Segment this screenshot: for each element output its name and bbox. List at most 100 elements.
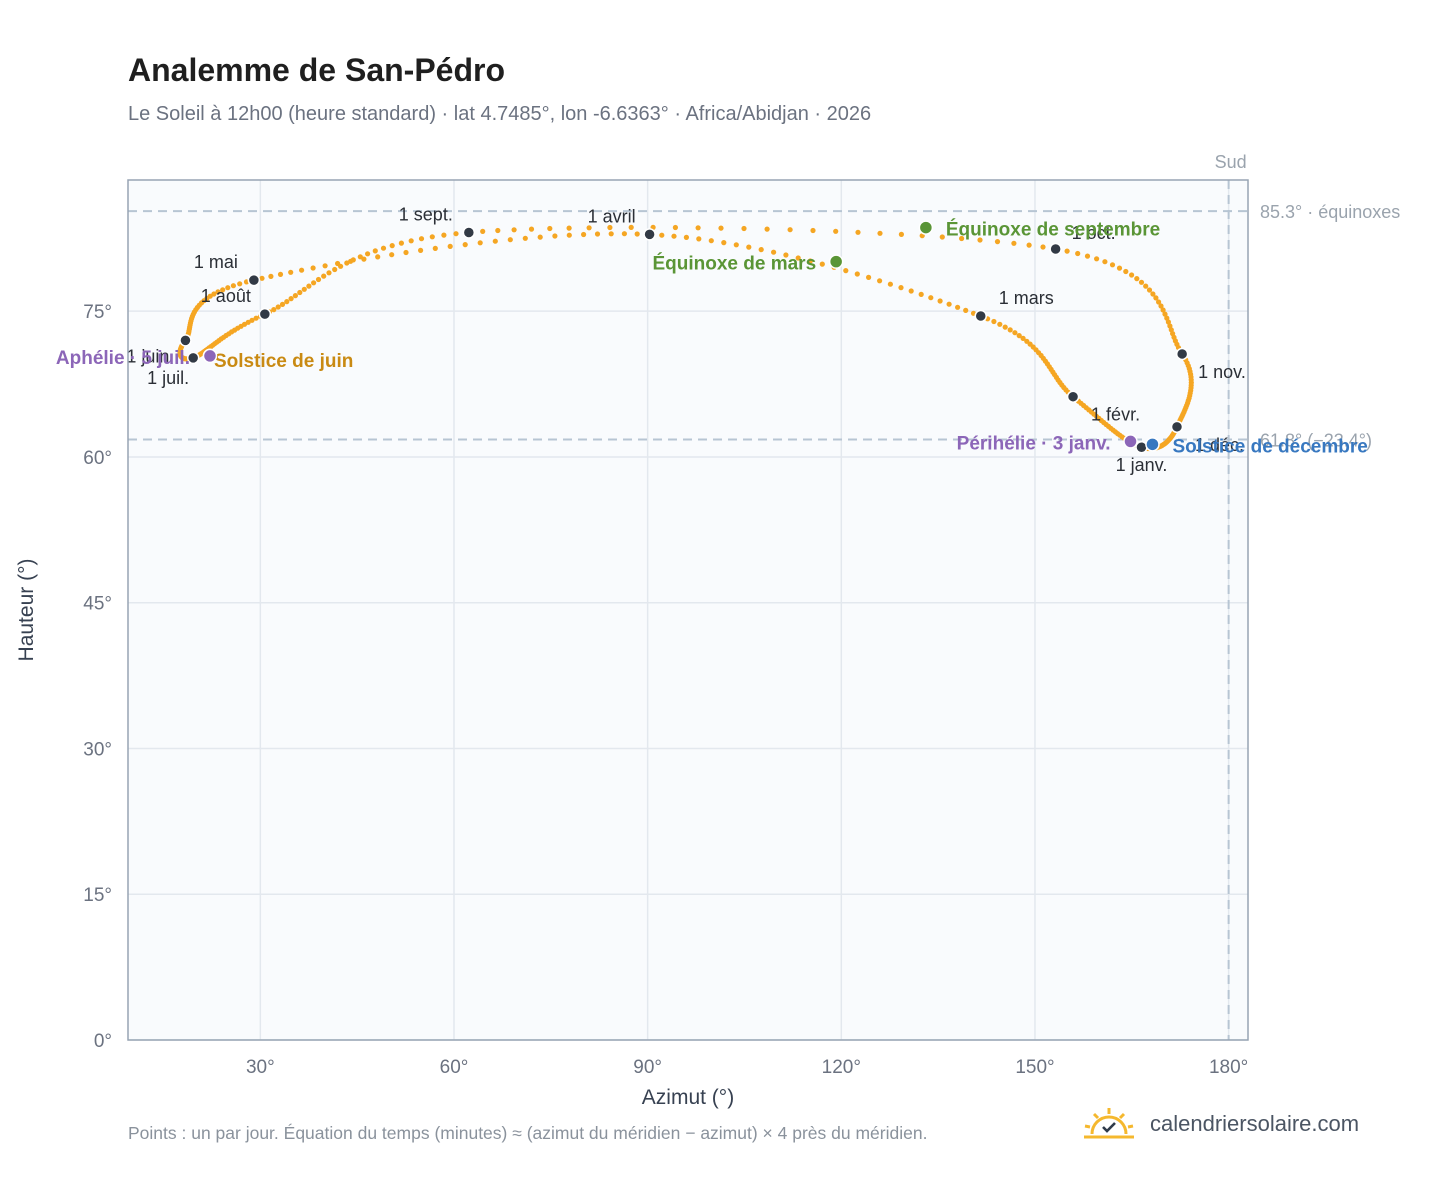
daily-point [315,276,322,283]
x-tick-label: 180° [1209,1057,1248,1078]
daily-point [284,299,290,305]
altitude-reference-label: 61.8° (−23.4°) [1260,430,1372,450]
daily-point [1002,324,1008,330]
month-marker [179,334,192,347]
daily-point [928,295,934,301]
month-marker [643,228,656,241]
south-reference-label: Sud [1215,152,1247,172]
daily-point [1129,272,1135,278]
daily-point [621,231,628,237]
daily-point [855,229,861,235]
daily-point [321,273,327,279]
daily-point [522,235,528,241]
daily-point [1116,265,1123,271]
daily-point [581,231,587,238]
daily-point [288,269,294,275]
daily-point [586,225,592,231]
daily-point [608,231,614,237]
daily-point [764,226,770,232]
daily-point [1075,250,1081,257]
daily-point [237,281,243,287]
daily-point [1123,268,1129,275]
daily-point [1165,319,1171,325]
daily-point [877,230,883,236]
month-marker [1175,347,1189,361]
reference-lines: Sud 85.3° · équinoxes 61.8° (−23.4°) [128,152,1400,1040]
daily-point [326,270,332,276]
daily-point [268,273,274,279]
daily-point [230,283,236,289]
chart-title: Analemme de San-Pédro [128,52,505,88]
month-label: 1 oct. [1072,223,1116,243]
daily-point [292,293,298,299]
daily-point [683,234,690,240]
daily-point [819,261,825,267]
x-tick-label: 150° [1015,1057,1054,1078]
daily-point [357,254,363,260]
daily-point [537,234,543,240]
daily-point [594,231,601,237]
daily-point [495,227,501,234]
daily-point [566,232,572,238]
month-marker [1170,420,1184,434]
daily-point [492,238,498,244]
daily-point [301,286,307,292]
daily-point [249,317,255,323]
y-tick-label: 15° [83,885,112,906]
daily-point [389,252,395,258]
daily-point [418,236,425,242]
daily-point [1158,303,1164,309]
daily-point [718,225,724,231]
daily-point [215,289,221,295]
month-marker [247,273,261,287]
daily-point [659,232,665,238]
daily-point [628,224,634,230]
apsis-marker [1123,434,1138,449]
daily-point [959,235,965,242]
brand-logo[interactable]: calendriersolaire.com [1082,1104,1359,1144]
y-axis-label: Hauteur (°) [15,559,38,662]
daily-point [275,304,281,310]
daily-point [528,226,535,232]
june-solstice-label: Solstice de juin [214,351,353,372]
daily-point [306,283,312,289]
daily-point [1007,327,1013,333]
daily-point [939,234,945,240]
daily-point [380,245,387,251]
daily-point [1164,315,1170,321]
daily-point [898,231,905,237]
equinox-label: Équinoxe de mars [652,253,816,275]
daily-point [322,263,328,269]
month-label: 1 sept. [399,204,453,224]
apsis-label: Aphélie · 5 juil. [56,348,190,369]
altitude-reference-label: 85.3° · équinoxes [1260,202,1400,222]
apsis-marker [202,348,218,364]
daily-point [403,249,409,256]
daily-point [1146,287,1153,293]
december-solstice-marker [1145,437,1160,452]
daily-point [866,274,872,280]
equinox-marker [918,220,934,235]
daily-point [477,240,483,246]
y-tick-label: 45° [83,594,112,615]
x-tick-label: 120° [822,1057,861,1078]
daily-point [810,227,816,234]
daily-point [350,257,356,263]
daily-point [1040,244,1046,250]
daily-point [1011,240,1017,246]
month-label: 1 mars [999,288,1054,308]
daily-point [389,243,395,249]
daily-point [1153,295,1159,301]
month-label: 1 nov. [1198,362,1246,382]
daily-point [946,301,952,307]
month-label: 1 janv. [1116,455,1168,475]
daily-point [918,291,924,297]
daily-point [220,287,226,293]
sun-check-icon [1084,1108,1134,1139]
daily-point [607,224,613,231]
x-tick-label: 90° [633,1057,662,1078]
daily-point [418,247,424,253]
equinox-marker [828,254,844,269]
december-solstice-label: Solstice de décembre [1172,436,1367,457]
daily-point [1064,248,1070,254]
